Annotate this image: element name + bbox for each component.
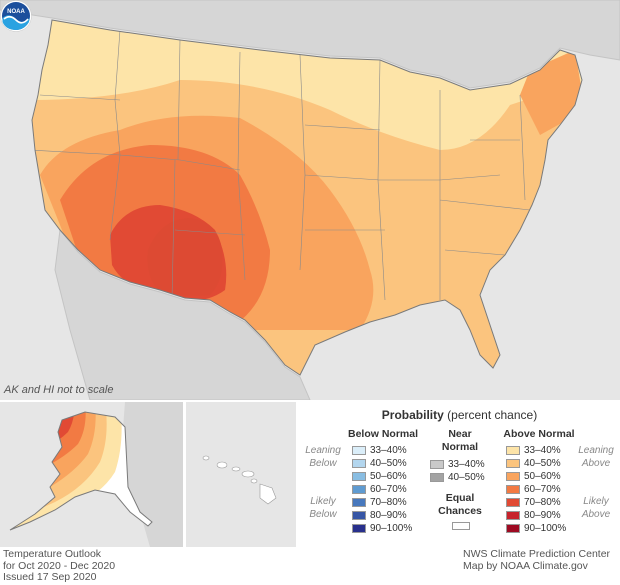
footer-credits: NWS Climate Prediction Center Map by NOA…: [463, 548, 611, 572]
above-normal-legend-item: 40–50%: [506, 457, 561, 469]
above-normal-color-swatch: [506, 458, 520, 468]
below-normal-color-swatch: [352, 471, 366, 481]
above-normal-legend-item: 33–40%: [506, 444, 561, 456]
below-normal-color-swatch: [352, 523, 366, 533]
above-normal-legend-item: 50–60%: [506, 470, 561, 482]
mexico-land: [54, 228, 311, 400]
likely-below-label: Likely Below: [309, 496, 337, 520]
below-normal-range-label: 90–100%: [370, 522, 413, 534]
below-normal-color-swatch: [352, 445, 366, 455]
below-normal-range-label: 40–50%: [370, 457, 407, 469]
above-normal-legend-item: 70–80%: [506, 496, 561, 508]
hawaii-islands: [202, 455, 277, 505]
above-normal-color-swatch: [506, 510, 520, 520]
noaa-logo-icon: NOAA: [0, 0, 32, 32]
footer-map-by: Map by NOAA Climate.gov: [463, 559, 588, 572]
conus-map: AK and HI not to scale NOAA: [0, 0, 620, 400]
above-normal-range-label: 60–70%: [524, 483, 561, 495]
above-normal-color-swatch: [506, 471, 520, 481]
above-normal-legend-item: 90–100%: [506, 522, 566, 534]
near-normal-color-swatch: [430, 472, 444, 482]
above-normal-color-swatch: [506, 484, 520, 494]
footer-issued: Issued 17 Sep 2020: [3, 571, 97, 583]
below-normal-legend-item: 90–100%: [352, 522, 412, 534]
near-normal-range-label: 33–40%: [448, 458, 485, 470]
below-normal-range-label: 80–90%: [370, 509, 407, 521]
legend-title-rest: (percent chance): [443, 408, 538, 422]
alaska-svg: [9, 402, 183, 547]
legend-title-bold: Probability: [381, 408, 444, 422]
above-normal-header: Above Normal: [503, 428, 575, 440]
near-normal-legend-item: 40–50%: [430, 471, 485, 483]
equal-chances-swatch: [452, 522, 470, 530]
footer-title: Temperature Outlook: [3, 548, 102, 560]
near-normal-legend-item: 33–40%: [430, 458, 485, 470]
hawaii-svg: [202, 455, 277, 505]
above-normal-color-swatch: [506, 497, 520, 507]
above-normal-range-label: 70–80%: [524, 496, 561, 508]
hawaii-inset: [186, 402, 296, 547]
above-normal-range-label: 50–60%: [524, 470, 561, 482]
above-normal-color-swatch: [506, 445, 520, 455]
alaska-outline: [9, 411, 153, 531]
likely-above-label: Likely Above: [581, 496, 611, 520]
legend-title: Probability (percent chance): [299, 408, 620, 422]
above-normal-legend-item: 60–70%: [506, 483, 561, 495]
near-normal-range-label: 40–50%: [448, 471, 485, 483]
below-normal-range-label: 70–80%: [370, 496, 407, 508]
below-normal-legend-item: 60–70%: [352, 483, 407, 495]
above-normal-range-label: 33–40%: [524, 444, 561, 456]
state-boundaries: [32, 29, 531, 301]
canada-northwest-land: [122, 402, 183, 547]
scale-note: AK and HI not to scale: [4, 384, 114, 396]
below-normal-range-label: 50–60%: [370, 470, 407, 482]
noaa-logo-text: NOAA: [7, 9, 25, 15]
leaning-above-label: Leaning Above: [578, 445, 614, 469]
legend: Probability (percent chance) Below Norma…: [299, 402, 620, 547]
near-normal-header: Near Normal: [441, 428, 479, 453]
below-normal-header: Below Normal: [347, 428, 418, 440]
conus-map-svg: [0, 0, 620, 400]
below-normal-color-swatch: [352, 497, 366, 507]
below-normal-legend-item: 50–60%: [352, 470, 407, 482]
leaning-below-label: Leaning Below: [305, 445, 341, 469]
below-normal-legend-item: 40–50%: [352, 457, 407, 469]
below-normal-color-swatch: [352, 458, 366, 468]
equal-chances-label: Equal Chances: [438, 492, 482, 517]
canada-land: [0, 0, 620, 89]
above-normal-range-label: 80–90%: [524, 509, 561, 521]
conus-outline: [31, 19, 583, 376]
below-normal-range-label: 33–40%: [370, 444, 407, 456]
below-normal-legend-item: 70–80%: [352, 496, 407, 508]
above-normal-color-swatch: [506, 523, 520, 533]
above-normal-legend-item: 80–90%: [506, 509, 561, 521]
below-normal-color-swatch: [352, 484, 366, 494]
above-normal-range-label: 90–100%: [524, 522, 567, 534]
below-normal-color-swatch: [352, 510, 366, 520]
above-normal-range-label: 40–50%: [524, 457, 561, 469]
alaska-inset: [0, 402, 183, 547]
near-normal-color-swatch: [430, 459, 444, 469]
footer-period: for Oct 2020 - Dec 2020: [3, 559, 116, 572]
below-normal-legend-item: 80–90%: [352, 509, 407, 521]
below-normal-legend-item: 33–40%: [352, 444, 407, 456]
footer-outlook-info: Temperature Outlook for Oct 2020 - Dec 2…: [3, 548, 116, 584]
footer-source: NWS Climate Prediction Center: [463, 548, 611, 560]
below-normal-range-label: 60–70%: [370, 483, 407, 495]
